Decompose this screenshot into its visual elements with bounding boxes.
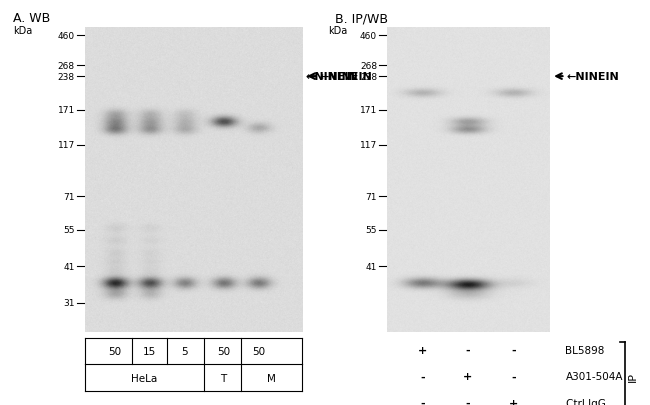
Text: kDa: kDa — [13, 26, 32, 36]
Text: 50: 50 — [217, 346, 230, 356]
Text: +: + — [509, 398, 518, 405]
Text: 460: 460 — [58, 32, 75, 40]
Text: +: + — [463, 371, 473, 382]
Text: 268: 268 — [58, 62, 75, 71]
Text: -: - — [511, 345, 516, 355]
Text: IP: IP — [628, 371, 638, 382]
Text: 31: 31 — [63, 299, 75, 308]
Text: 117: 117 — [359, 141, 377, 150]
Text: -: - — [420, 371, 425, 382]
Text: 171: 171 — [57, 106, 75, 115]
Bar — [387, 28, 549, 332]
Text: ←NINEIN: ←NINEIN — [320, 72, 372, 82]
Text: M: M — [267, 373, 276, 383]
Text: 71: 71 — [365, 192, 377, 201]
Text: ←NINEIN: ←NINEIN — [306, 72, 358, 82]
Text: -: - — [465, 398, 471, 405]
Text: BL5898: BL5898 — [566, 345, 605, 355]
Text: 41: 41 — [365, 262, 377, 271]
Text: A. WB: A. WB — [13, 12, 50, 25]
Text: A301-504A: A301-504A — [566, 371, 623, 382]
Text: kDa: kDa — [328, 26, 348, 36]
Text: 171: 171 — [359, 106, 377, 115]
Text: 55: 55 — [365, 226, 377, 235]
Text: -: - — [420, 398, 425, 405]
Text: 55: 55 — [63, 226, 75, 235]
Text: 238: 238 — [360, 72, 377, 81]
Text: B. IP/WB: B. IP/WB — [335, 12, 388, 25]
Text: 15: 15 — [143, 346, 157, 356]
Text: 71: 71 — [63, 192, 75, 201]
Bar — [84, 28, 302, 332]
Text: ←NINEIN: ←NINEIN — [567, 72, 619, 82]
Text: 5: 5 — [181, 346, 188, 356]
Text: Ctrl IgG: Ctrl IgG — [566, 398, 605, 405]
Text: 460: 460 — [360, 32, 377, 40]
Text: 117: 117 — [57, 141, 75, 150]
Text: 41: 41 — [64, 262, 75, 271]
Text: 268: 268 — [360, 62, 377, 71]
Text: +: + — [418, 345, 427, 355]
Text: 50: 50 — [109, 346, 122, 356]
Text: T: T — [220, 373, 226, 383]
Text: 238: 238 — [58, 72, 75, 81]
Text: -: - — [511, 371, 516, 382]
Text: HeLa: HeLa — [131, 373, 157, 383]
Text: 50: 50 — [252, 346, 265, 356]
Text: -: - — [465, 345, 471, 355]
